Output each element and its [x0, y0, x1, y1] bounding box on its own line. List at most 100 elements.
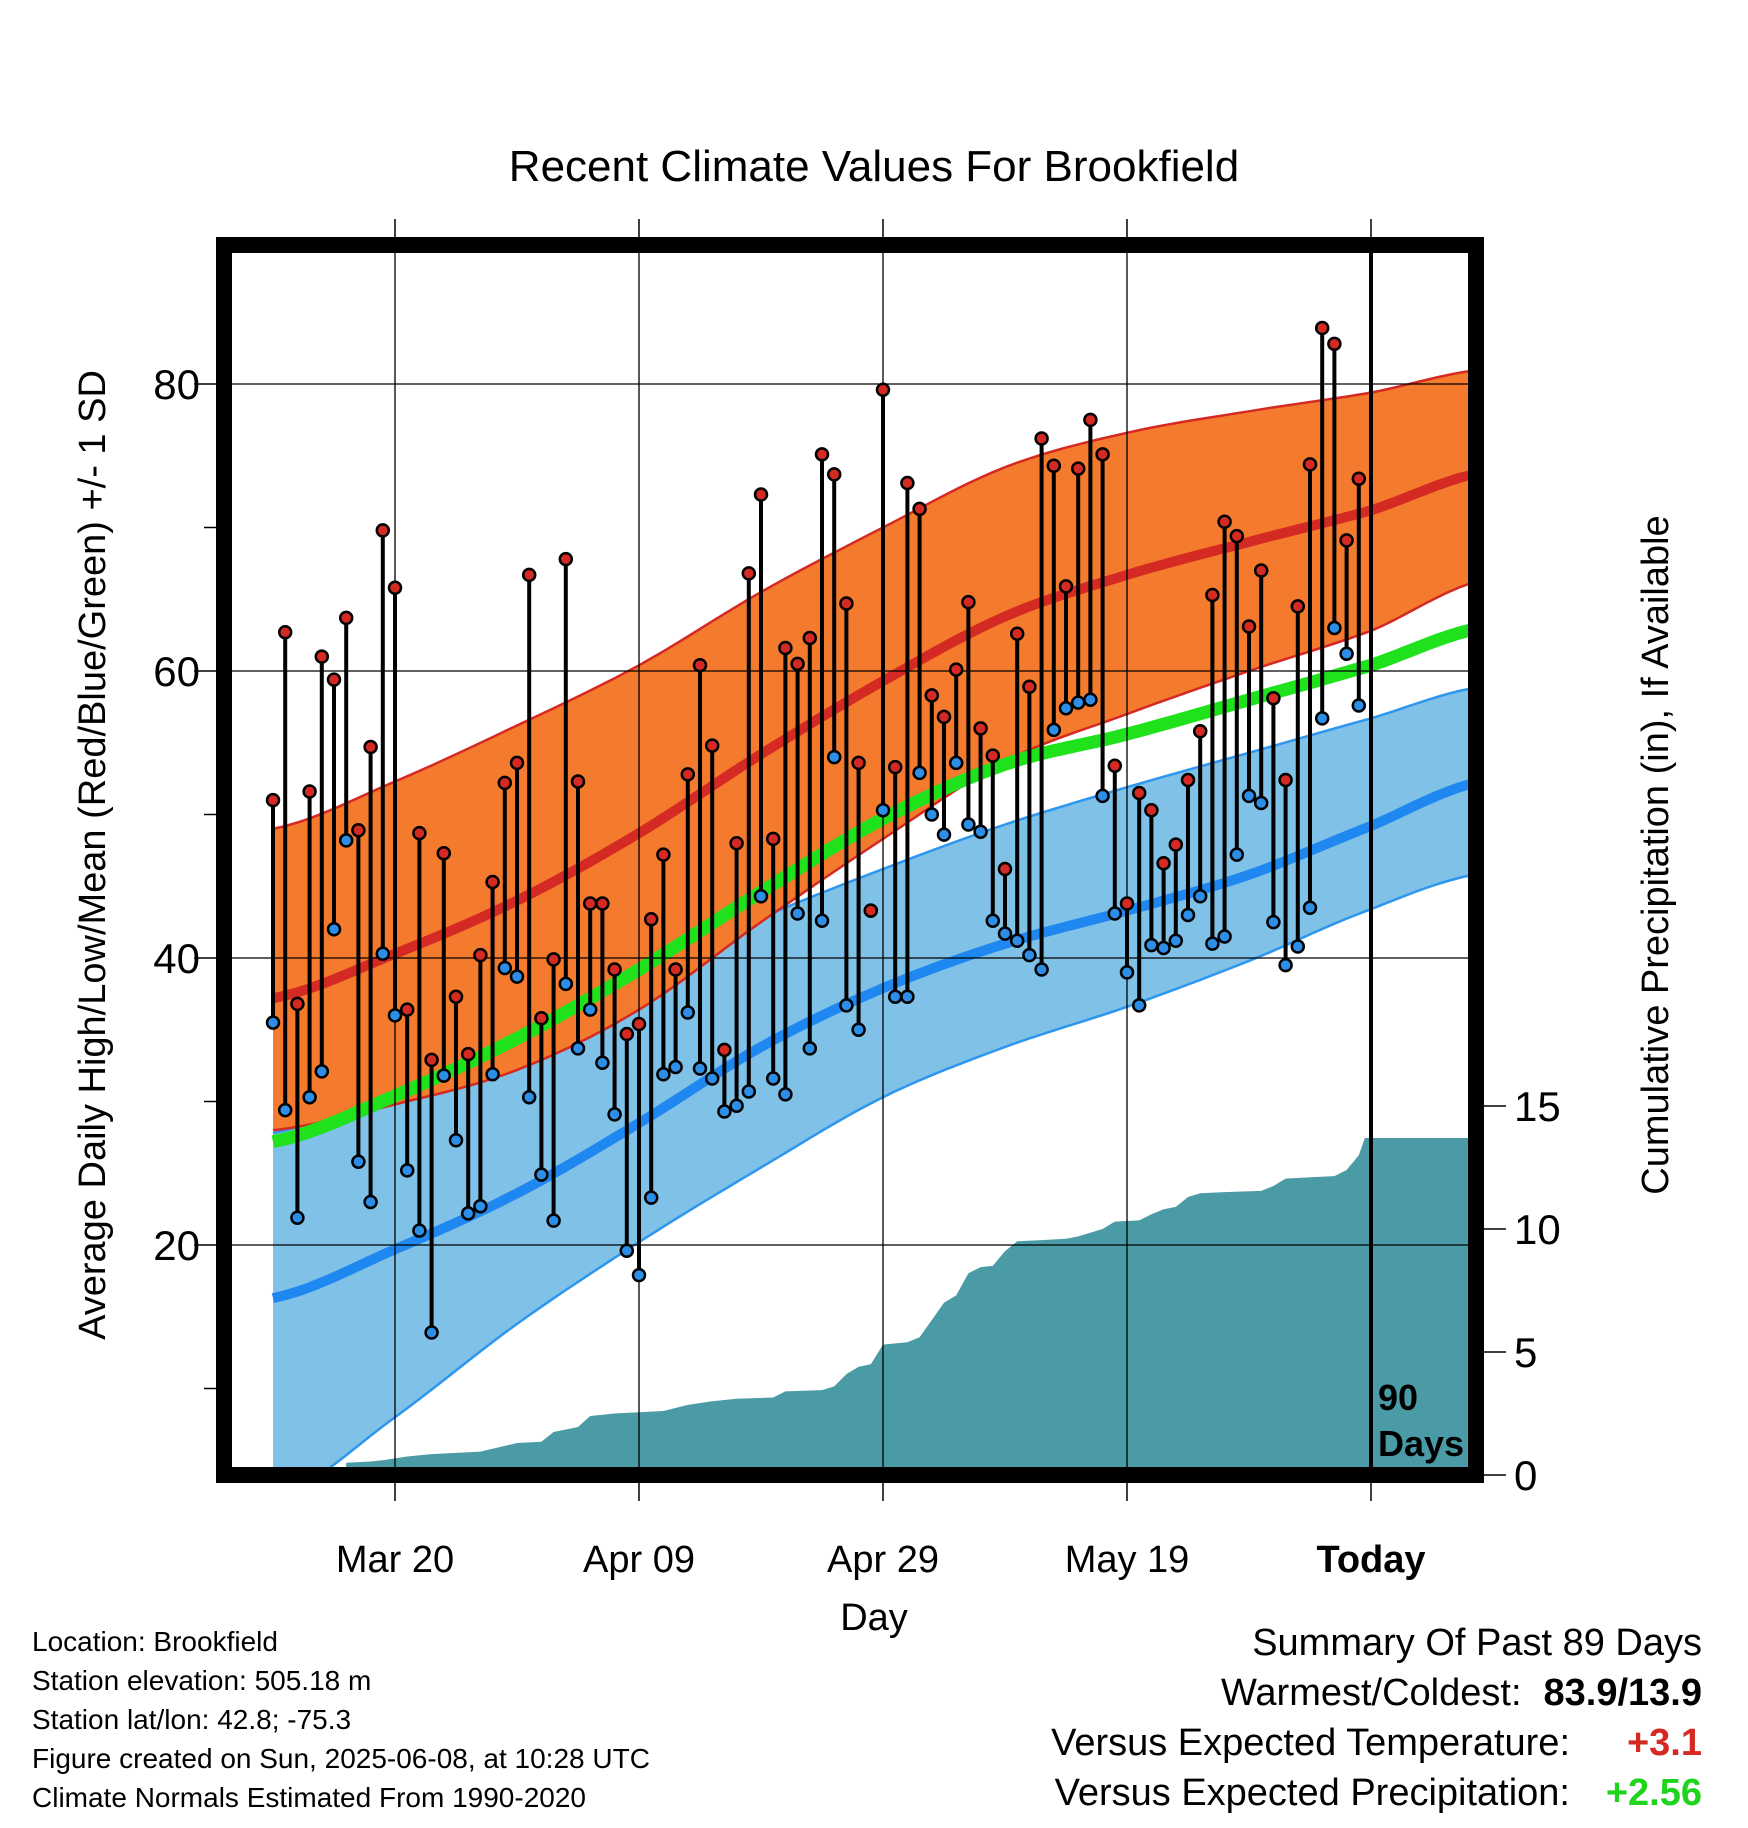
y-axis-left-title: Average Daily High/Low/Mean (Red/Blue/Gr… — [72, 370, 114, 1340]
daily-low-point — [1022, 947, 1037, 963]
daily-low-point — [1192, 889, 1208, 904]
daily-high-point — [509, 755, 525, 771]
y-tick-label-right: 5 — [1514, 1329, 1537, 1376]
daily-low-point — [351, 1154, 366, 1170]
daily-low-point — [1095, 788, 1110, 804]
daily-low-point — [1058, 701, 1074, 716]
plot-content — [224, 245, 1476, 1475]
daily-high-point — [546, 952, 561, 967]
daily-low-point — [338, 833, 354, 848]
daily-high-point — [692, 658, 708, 673]
daily-low-point — [912, 765, 927, 781]
daily-high-point — [680, 767, 696, 782]
daily-low-point — [790, 906, 805, 921]
daily-high-point — [558, 551, 574, 567]
daily-high-point — [277, 625, 293, 640]
summary-temp-anomaly: Versus Expected Temperature: +3.1 — [1051, 1718, 1702, 1768]
daily-high-point — [839, 596, 854, 611]
y-tick-label-right: 10 — [1514, 1206, 1561, 1253]
daily-low-point — [887, 989, 903, 1004]
daily-low-point — [741, 1084, 757, 1099]
summary-panel: Summary Of Past 89 Days Warmest/Coldest:… — [1051, 1618, 1702, 1818]
daily-high-point — [436, 845, 452, 861]
precip-anomaly-label: Versus Expected Precipitation: — [1054, 1772, 1570, 1814]
daily-high-point — [1058, 579, 1074, 594]
daily-high-point — [961, 594, 976, 610]
x-tick-label: Today — [1316, 1539, 1425, 1581]
daily-high-point — [912, 501, 927, 517]
daily-high-point — [338, 610, 354, 626]
daily-low-point — [765, 1071, 781, 1086]
daily-low-point — [1009, 933, 1025, 949]
daily-high-point — [900, 475, 915, 491]
daily-low-point — [473, 1199, 488, 1214]
daily-low-point — [778, 1087, 793, 1102]
daily-low-point — [900, 989, 915, 1004]
daily-low-point — [839, 998, 854, 1013]
daily-low-point — [1070, 695, 1086, 710]
daily-low-point — [1131, 998, 1147, 1013]
daily-low-point — [375, 946, 391, 961]
daily-low-point — [1119, 965, 1135, 980]
daily-low-point — [1046, 722, 1062, 738]
daily-low-point — [412, 1223, 427, 1238]
daily-high-point — [1144, 802, 1159, 818]
daily-low-point — [973, 824, 988, 839]
daily-high-point — [314, 649, 330, 664]
daily-high-point — [851, 755, 866, 771]
summary-warmest-coldest: Warmest/Coldest: 83.9/13.9 — [1051, 1668, 1702, 1718]
daily-high-point — [729, 835, 744, 851]
daily-low-point — [546, 1213, 561, 1228]
x-tick-label: May 19 — [1065, 1539, 1190, 1581]
daily-low-point — [1083, 692, 1098, 707]
daily-high-point — [473, 947, 488, 963]
daily-high-point — [1278, 772, 1293, 788]
daily-low-point — [424, 1325, 439, 1340]
daily-low-point — [1253, 795, 1269, 811]
daily-low-point — [326, 922, 342, 937]
info-location: Location: Brookfield — [32, 1626, 278, 1657]
daily-high-point — [1168, 837, 1184, 852]
summary-precip-anomaly: Versus Expected Precipitation: +2.56 — [1051, 1768, 1702, 1818]
daily-high-point — [985, 748, 1001, 763]
daily-high-point — [863, 903, 879, 918]
daily-high-point — [1266, 691, 1281, 706]
plot-area: Mar 20 Apr 09 Apr 29 May 19 Today 20 40 60 80 0 5 1… — [153, 219, 1561, 1581]
daily-low-point — [1144, 937, 1159, 953]
daily-high-point — [1034, 431, 1049, 446]
daily-high-point — [741, 566, 757, 581]
daily-high-point — [717, 1042, 732, 1058]
daily-high-point — [1241, 619, 1257, 634]
daily-low-point — [643, 1190, 659, 1205]
daily-high-point — [631, 1016, 647, 1032]
precip-area — [346, 1138, 1476, 1475]
daily-high-point — [351, 823, 366, 838]
daily-high-point — [375, 523, 391, 538]
daily-low-point — [582, 1002, 598, 1017]
daily-low-point — [1290, 939, 1306, 954]
daily-high-point — [948, 662, 964, 677]
daily-low-point — [277, 1102, 293, 1118]
daily-high-point — [1217, 514, 1232, 530]
daily-low-point — [595, 1055, 610, 1071]
daily-high-point — [814, 447, 830, 462]
daily-low-point — [692, 1061, 708, 1076]
daily-high-point — [1192, 724, 1208, 739]
daily-high-point — [1070, 461, 1086, 476]
info-normals: Climate Normals Estimated From 1990-2020 — [32, 1782, 586, 1813]
daily-low-point — [1241, 788, 1257, 804]
daily-low-point — [875, 802, 891, 818]
daily-high-point — [643, 912, 659, 927]
daily-high-point — [790, 656, 805, 672]
daily-low-point — [1314, 711, 1330, 726]
daily-low-point — [802, 1041, 818, 1056]
daily-low-point — [302, 1089, 317, 1105]
daily-high-point — [326, 672, 342, 687]
daily-low-point — [265, 1015, 281, 1030]
daily-low-point — [851, 1022, 866, 1037]
daily-high-point — [668, 962, 683, 977]
daily-high-point — [534, 1011, 549, 1026]
daily-low-point — [570, 1041, 586, 1056]
daily-low-point — [1327, 620, 1342, 636]
